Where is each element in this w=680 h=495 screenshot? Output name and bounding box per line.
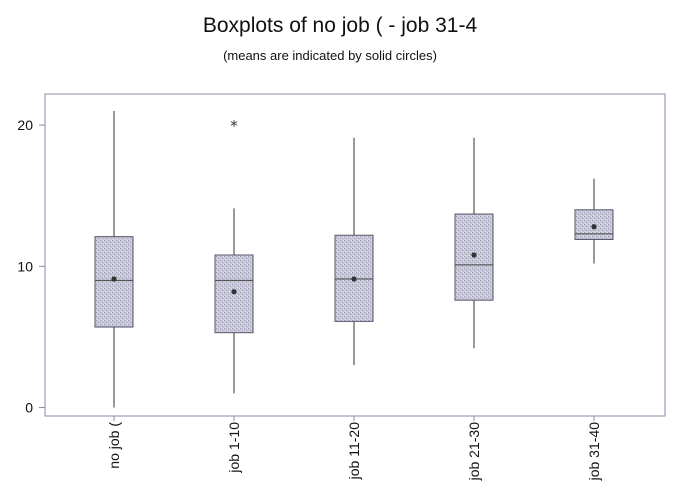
iqr-box xyxy=(94,236,134,328)
x-axis: no job ( job 1-10 job 11-20 job 21-30 job 31… xyxy=(106,416,602,481)
x-tick-label: no job ( xyxy=(106,422,122,469)
box-5 xyxy=(574,178,614,264)
y-tick-label: 20 xyxy=(17,117,33,133)
x-tick-label: job 1-10 xyxy=(226,422,242,474)
box-4 xyxy=(454,137,494,349)
x-tick-label: job 21-30 xyxy=(466,422,482,482)
box-1 xyxy=(94,110,134,408)
mean-marker xyxy=(351,276,357,282)
boxes-group: * xyxy=(94,110,614,408)
x-tick-label: job 31-40 xyxy=(586,422,602,482)
y-tick-label: 0 xyxy=(25,400,33,416)
plot-frame xyxy=(44,93,666,417)
mean-marker xyxy=(111,276,117,282)
y-axis: 0 10 20 xyxy=(17,117,45,416)
box-2: * xyxy=(214,117,254,394)
outlier-marker: * xyxy=(230,117,238,135)
box-3 xyxy=(334,137,374,366)
chart-title: Boxplots of no job ( - job 31-4 xyxy=(202,14,478,37)
mean-marker xyxy=(471,252,477,258)
iqr-box xyxy=(214,254,254,334)
mean-marker xyxy=(591,224,597,230)
x-tick-label: job 11-20 xyxy=(346,422,362,481)
y-tick-label: 10 xyxy=(17,258,33,274)
chart-subtitle: (means are indicated by solid circles) xyxy=(223,48,437,63)
mean-marker xyxy=(231,289,237,295)
